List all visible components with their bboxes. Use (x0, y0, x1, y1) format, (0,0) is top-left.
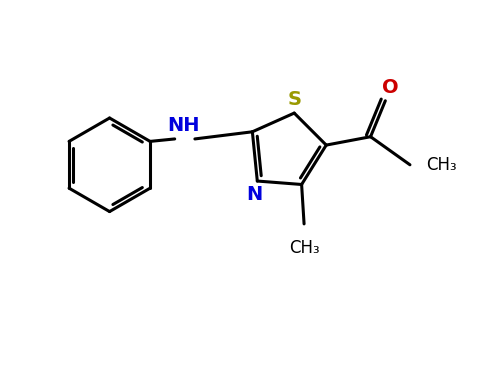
Text: NH: NH (167, 116, 200, 135)
Text: N: N (247, 185, 263, 204)
Text: CH₃: CH₃ (426, 156, 456, 174)
Text: O: O (382, 78, 399, 97)
Text: CH₃: CH₃ (289, 239, 319, 257)
Text: S: S (287, 90, 301, 109)
